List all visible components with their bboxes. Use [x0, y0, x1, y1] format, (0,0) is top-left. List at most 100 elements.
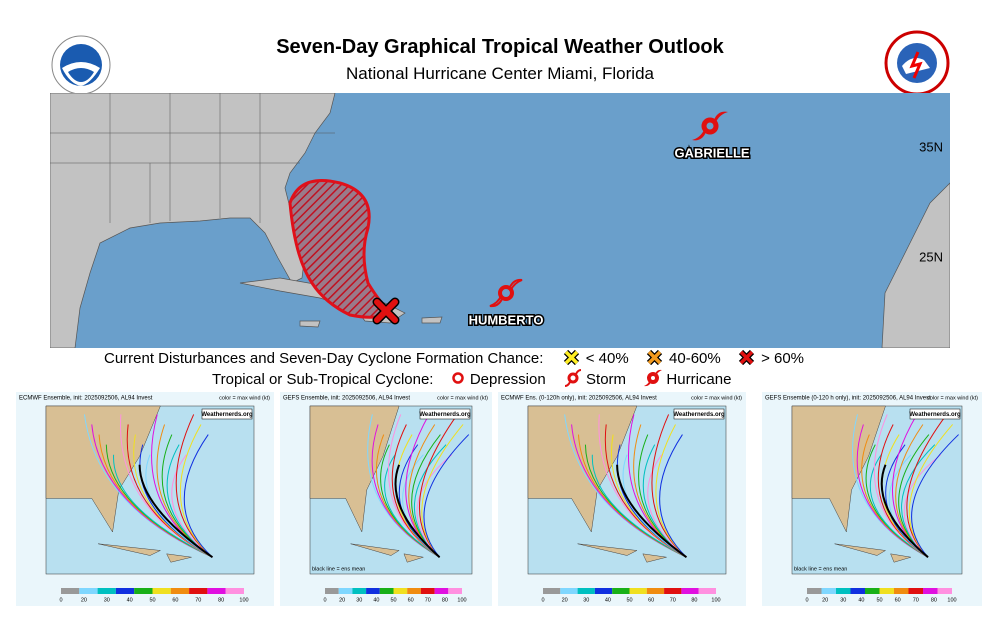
colorbar-seg — [393, 588, 408, 594]
colorbar-label: 0 — [541, 597, 544, 603]
colorbar-seg — [923, 588, 938, 594]
colorbar-seg — [807, 588, 822, 594]
colorbar-seg — [681, 588, 699, 594]
colorbar-seg — [134, 588, 153, 594]
panel-footer: black line = ens mean — [312, 566, 365, 572]
panel-title: GEFS Ensemble, init: 2025092506, AL94 In… — [283, 396, 410, 402]
ensemble-track — [113, 454, 213, 558]
colorbar-label: 60 — [408, 597, 414, 603]
ensemble-track — [183, 434, 213, 558]
colorbar-seg — [79, 588, 98, 594]
colorbar-label: 40 — [858, 597, 864, 603]
legend-item: < 40% — [585, 350, 629, 367]
badge: Weathernerds.org — [201, 412, 253, 418]
ensemble-panel: ECMWF Ens. (0-120h only), init: 20250925… — [498, 392, 746, 606]
noaa-logo — [51, 35, 111, 95]
colorbar-seg — [664, 588, 682, 594]
colorbar-label: 60 — [895, 597, 901, 603]
colorbar-label: 30 — [104, 597, 110, 603]
colorbar-seg — [850, 588, 865, 594]
colorbar-label: 50 — [390, 597, 396, 603]
panel-title: GEFS Ensemble (0-120 h only), init: 2025… — [765, 396, 931, 402]
ensemble-track — [903, 454, 942, 558]
colorbar-seg — [325, 588, 339, 594]
colorbar-seg — [366, 588, 380, 594]
panel-title: ECMWF Ensemble, init: 2025092506, AL94 I… — [19, 396, 153, 402]
africa — [881, 182, 950, 348]
ensemble-panel: ECMWF Ensemble, init: 2025092506, AL94 I… — [16, 392, 274, 606]
ensemble-track — [416, 454, 453, 558]
colorbar-label: 20 — [81, 597, 87, 603]
badge: Weathernerds.org — [419, 412, 471, 418]
badge-bg — [419, 408, 471, 420]
ensemble-mean — [880, 464, 929, 558]
panel-title: ECMWF Ens. (0-120h only), init: 20250925… — [501, 396, 657, 402]
icon — [451, 372, 464, 384]
colorbar-label: 30 — [356, 597, 362, 603]
colorbar-seg — [115, 588, 135, 594]
colorbar-label: 0 — [59, 597, 62, 603]
colorbar-label: 100 — [457, 597, 466, 603]
colorbar-label: 30 — [583, 597, 589, 603]
colorbar-label: 60 — [648, 597, 654, 603]
panel-note: color = max wind (kt) — [219, 395, 270, 401]
colorbar-label: 20 — [822, 597, 828, 603]
colorbar-seg — [225, 588, 244, 594]
icon — [564, 369, 581, 387]
panel-land — [309, 405, 400, 533]
panel-note: color = max wind (kt) — [437, 395, 488, 401]
colorbar-seg — [207, 588, 226, 594]
ensemble-panel: GEFS Ensemble, init: 2025092506, AL94 In… — [280, 392, 492, 606]
hurricane-icon — [692, 111, 728, 141]
legend-item: > 60% — [761, 350, 805, 367]
colorbar-label: 100 — [947, 597, 956, 603]
colorbar-seg — [97, 588, 116, 594]
colorbar-label: 80 — [218, 597, 224, 603]
ensemble-track — [911, 434, 959, 558]
panel-footer: black line = ens mean — [794, 566, 847, 572]
legend-item: Storm — [586, 371, 627, 388]
icon — [738, 349, 755, 366]
colorbar-seg — [894, 588, 909, 594]
colorbar-seg — [836, 588, 851, 594]
colorbar-label: 50 — [876, 597, 882, 603]
colorbar-label: 80 — [442, 597, 448, 603]
colorbar-seg — [629, 588, 647, 594]
colorbar-seg — [61, 588, 80, 594]
colorbar-seg — [543, 588, 561, 594]
colorbar-label: 0 — [805, 597, 808, 603]
colorbar-seg — [698, 588, 716, 594]
title: Seven-Day Graphical Tropical Weather Out… — [276, 36, 724, 58]
colorbar-label: 60 — [172, 597, 178, 603]
ensemble-track — [171, 454, 213, 558]
icon — [563, 349, 579, 366]
colorbar-seg — [338, 588, 353, 594]
ensemble-mean — [138, 464, 213, 559]
ensemble-track — [647, 454, 687, 558]
legend-row: Tropical or Sub-Tropical Cyclone: Depres… — [212, 369, 731, 390]
ensemble-panel: GEFS Ensemble (0-120 h only), init: 2025… — [762, 392, 982, 606]
colorbar-seg — [937, 588, 952, 594]
subtitle: National Hurricane Center Miami, Florida — [345, 64, 654, 83]
colorbar-label: 100 — [239, 597, 248, 603]
panel-islands — [97, 543, 192, 563]
colorbar-label: 70 — [425, 597, 431, 603]
badge-bg — [909, 408, 961, 420]
badge-bg — [673, 408, 725, 420]
panel-islands — [834, 543, 912, 563]
panel-islands — [577, 543, 667, 563]
storm-icon — [489, 278, 523, 308]
ensemble-track — [591, 454, 687, 558]
legend-item: Hurricane — [666, 371, 732, 388]
panel-note: color = max wind (kt) — [691, 395, 742, 401]
colorbar-seg — [434, 588, 449, 594]
colorbar-label: 50 — [626, 597, 632, 603]
colorbar-seg — [594, 588, 613, 594]
ensemble-mean — [616, 464, 687, 559]
legend-title: Current Disturbances and Seven-Day Cyclo… — [104, 350, 544, 367]
land — [50, 93, 336, 348]
colorbar-label: 80 — [931, 597, 937, 603]
panel-land — [791, 405, 886, 533]
colorbar-label: 0 — [323, 597, 326, 603]
